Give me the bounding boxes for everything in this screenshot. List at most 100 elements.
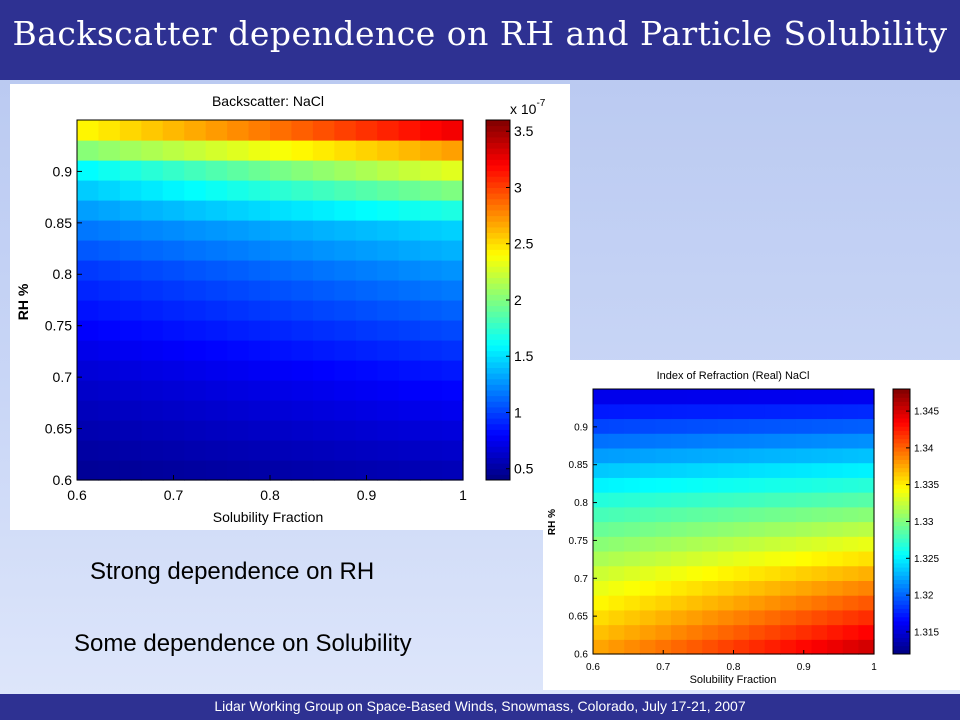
- backscatter-chart-title: Backscatter: NaCl: [212, 93, 324, 109]
- heatmap-cell: [77, 420, 100, 441]
- heatmap-cell: [593, 492, 610, 508]
- heatmap-cell: [184, 440, 207, 461]
- heatmap-cell: [312, 460, 335, 481]
- heatmap-cell: [608, 639, 625, 655]
- heatmap-cell: [355, 440, 378, 461]
- heatmap-cell: [655, 580, 672, 596]
- heatmap-cell: [795, 580, 813, 596]
- heatmap-cell: [291, 200, 314, 221]
- heatmap-cell: [827, 639, 844, 655]
- heatmap-cell: [334, 380, 357, 401]
- heatmap-cell: [355, 460, 378, 481]
- heatmap-cell: [717, 521, 735, 537]
- heatmap-cell: [639, 609, 657, 626]
- colorbar-segment: [893, 438, 910, 444]
- heatmap-cell: [608, 550, 625, 567]
- colorbar-segment: [486, 418, 510, 425]
- heatmap-cell: [702, 506, 719, 523]
- heatmap-cell: [593, 639, 610, 655]
- heatmap-cell: [717, 389, 735, 405]
- heatmap-cell: [77, 240, 100, 261]
- heatmap-cell: [702, 389, 719, 405]
- heatmap-cell: [162, 240, 185, 261]
- backscatter-colorbar: [486, 120, 510, 481]
- colorbar-segment: [486, 198, 510, 205]
- heatmap-cell: [77, 300, 100, 321]
- heatmap-cell: [141, 180, 164, 201]
- colorbar-segment: [893, 401, 910, 407]
- heatmap-cell: [639, 550, 657, 567]
- colorbar-segment: [486, 384, 510, 391]
- heatmap-cell: [858, 462, 875, 478]
- heatmap-cell: [291, 240, 314, 261]
- heatmap-cell: [827, 565, 844, 581]
- heatmap-cell: [291, 420, 314, 441]
- heatmap-cell: [398, 420, 421, 441]
- heatmap-cell: [355, 280, 378, 301]
- heatmap-cell: [749, 609, 766, 626]
- heatmap-cell: [764, 580, 781, 596]
- heatmap-cell: [77, 280, 100, 301]
- heatmap-cell: [795, 639, 813, 655]
- heatmap-cell: [98, 340, 121, 361]
- heatmap-cell: [811, 403, 828, 420]
- heatmap-cell: [270, 360, 293, 381]
- heatmap-cell: [858, 609, 875, 626]
- heatmap-cell: [764, 477, 781, 493]
- colorbar-segment: [893, 629, 910, 634]
- heatmap-cell: [702, 536, 719, 552]
- heatmap-cell: [593, 536, 610, 552]
- heatmap-cell: [686, 580, 703, 596]
- heatmap-cell: [377, 220, 400, 241]
- heatmap-cell: [291, 460, 314, 481]
- heatmap-cell: [702, 565, 719, 581]
- heatmap-cell: [205, 420, 228, 441]
- heatmap-cell: [795, 477, 813, 493]
- heatmap-cell: [141, 160, 164, 181]
- heatmap-cell: [420, 260, 443, 281]
- colorbar-segment: [893, 604, 910, 609]
- heatmap-cell: [842, 521, 859, 537]
- heatmap-cell: [655, 447, 672, 464]
- colorbar-segment: [893, 583, 910, 589]
- heatmap-cell: [780, 403, 797, 420]
- heatmap-cell: [671, 521, 688, 537]
- heatmap-cell: [355, 360, 378, 381]
- heatmap-cell: [162, 440, 185, 461]
- heatmap-cell: [205, 200, 228, 221]
- heatmap-cell: [119, 420, 142, 441]
- heatmap-cell: [858, 389, 875, 405]
- colorbar-tick-label: 1.34: [914, 443, 934, 454]
- heatmap-cell: [98, 420, 121, 441]
- heatmap-cell: [639, 580, 657, 596]
- heatmap-cell: [291, 180, 314, 201]
- heatmap-cell: [98, 200, 121, 221]
- heatmap-cell: [717, 403, 735, 420]
- heatmap-cell: [639, 639, 657, 655]
- heatmap-cell: [795, 492, 813, 508]
- heatmap-cell: [780, 565, 797, 581]
- heatmap-cell: [334, 220, 357, 241]
- heatmap-cell: [141, 220, 164, 241]
- heatmap-cell: [671, 624, 688, 640]
- heatmap-cell: [858, 536, 875, 552]
- heatmap-cell: [420, 280, 443, 301]
- heatmap-cell: [733, 580, 750, 596]
- heatmap-cell: [377, 340, 400, 361]
- heatmap-cell: [858, 477, 875, 493]
- heatmap-cell: [608, 477, 625, 493]
- heatmap-cell: [184, 420, 207, 441]
- heatmap-cell: [749, 403, 766, 420]
- heatmap-cell: [77, 340, 100, 361]
- heatmap-cell: [671, 639, 688, 655]
- heatmap-cell: [702, 521, 719, 537]
- heatmap-cell: [77, 120, 100, 141]
- heatmap-cell: [398, 200, 421, 221]
- backscatter-x-axis-label: Solubility Fraction: [213, 509, 324, 525]
- heatmap-cell: [811, 521, 828, 537]
- heatmap-cell: [827, 624, 844, 640]
- heatmap-cell: [248, 180, 271, 201]
- heatmap-cell: [141, 380, 164, 401]
- heatmap-cell: [608, 624, 625, 640]
- heatmap-cell: [141, 460, 164, 481]
